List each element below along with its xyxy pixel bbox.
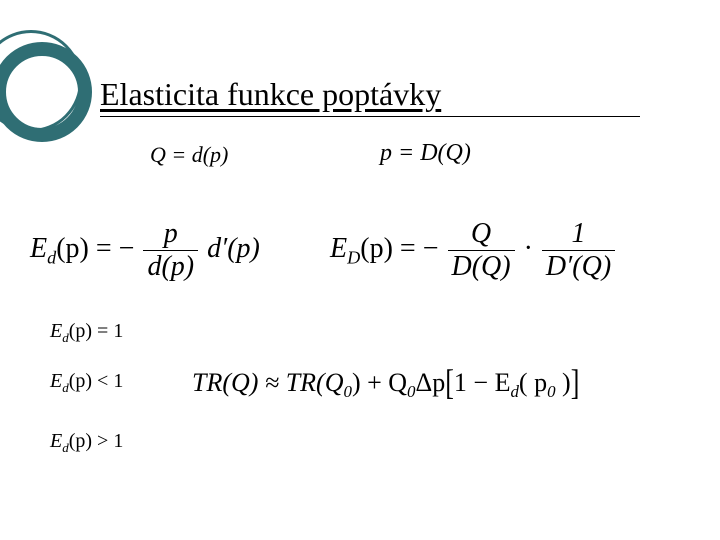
denom: d(p) xyxy=(143,250,198,283)
eq-ed-full: Ed(p) = − p d(p) d′(p) xyxy=(30,218,260,283)
sub0: 0 xyxy=(343,382,351,401)
eq-ED-full: ED(p) = − Q D(Q) · 1 D′(Q) xyxy=(330,218,617,283)
inside-sub: d xyxy=(510,382,518,401)
denom: D′(Q) xyxy=(542,250,615,283)
inside-end: ) xyxy=(556,368,571,397)
eq-sign: = − xyxy=(96,233,135,264)
sym: E xyxy=(50,430,62,452)
bracket-left: [ xyxy=(445,362,454,404)
rel: > 1 xyxy=(97,430,123,452)
eq-tr: TR(Q) ≈ TR(Q0) + Q0Δp[1 − Ed( p0 )] xyxy=(192,368,579,402)
arg: (p) xyxy=(69,370,92,392)
arg: (p) xyxy=(56,233,89,264)
rel: = 1 xyxy=(97,320,123,342)
dot: · xyxy=(524,233,533,264)
fraction: Q D(Q) xyxy=(448,218,515,283)
eq-text: Q = d(p) xyxy=(150,142,228,167)
sub: D xyxy=(347,248,360,268)
numer: Q xyxy=(448,218,515,250)
slide-title: Elasticita funkce poptávky xyxy=(100,76,441,112)
sym: E xyxy=(30,233,47,264)
eq-q-dp: Q = d(p) xyxy=(150,142,228,168)
numer: p xyxy=(143,218,198,250)
delta: Δp xyxy=(416,368,446,397)
inside-arg: ( p xyxy=(519,368,547,397)
tail: d′(p) xyxy=(207,233,260,264)
rel: < 1 xyxy=(97,370,123,392)
accent-circle-inner xyxy=(0,42,92,142)
eq-text: p = D(Q) xyxy=(380,140,471,166)
eq-cond-2: Ed(p) < 1 xyxy=(50,370,123,396)
eq-cond-3: Ed(p) > 1 xyxy=(50,430,123,456)
sub0: 0 xyxy=(407,382,415,401)
denom: D(Q) xyxy=(448,250,515,283)
mid1: ) + Q xyxy=(352,368,407,397)
eq-p-dq: p = D(Q) xyxy=(380,140,471,167)
sym: E xyxy=(50,370,62,392)
arg: (p) xyxy=(360,233,393,264)
arg: (p) xyxy=(69,320,92,342)
title-wrap: Elasticita funkce poptávky xyxy=(100,76,640,113)
slide: Elasticita funkce poptávky Q = d(p) p = … xyxy=(0,0,720,540)
fraction: p d(p) xyxy=(143,218,198,283)
title-rule xyxy=(100,116,640,117)
bracket-right: ] xyxy=(571,362,580,404)
inside-pre: 1 − E xyxy=(454,368,511,397)
numer: 1 xyxy=(542,218,615,250)
fraction: 1 D′(Q) xyxy=(542,218,615,283)
arg: (p) xyxy=(69,430,92,452)
sym: E xyxy=(330,233,347,264)
sub: d xyxy=(47,248,56,268)
inside-sub2: 0 xyxy=(547,382,555,401)
pre: TR(Q) ≈ TR(Q xyxy=(192,368,343,397)
eq-cond-1: Ed(p) = 1 xyxy=(50,320,123,346)
eq-sign: = − xyxy=(400,233,439,264)
sym: E xyxy=(50,320,62,342)
